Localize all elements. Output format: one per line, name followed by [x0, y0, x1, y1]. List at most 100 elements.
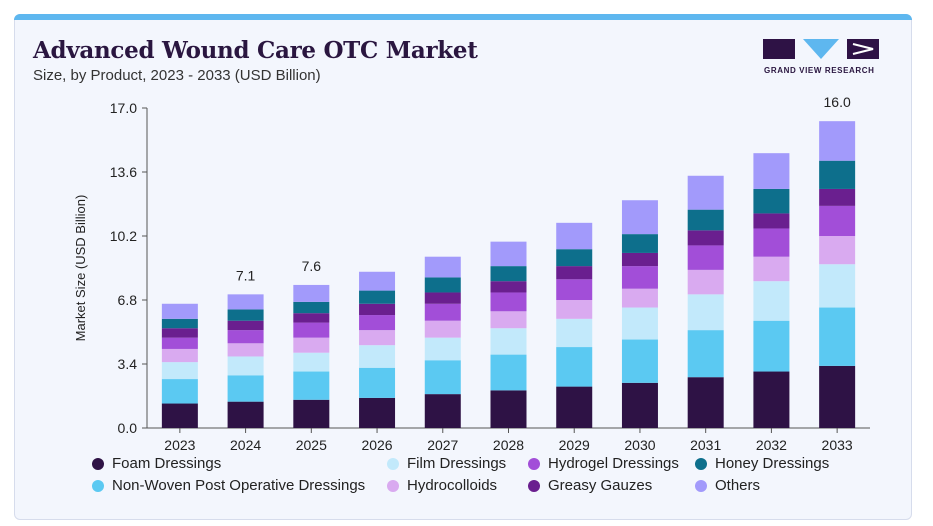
bar-segment — [621, 252, 658, 267]
bar-segment — [293, 284, 330, 302]
x-tick-label: 2024 — [230, 437, 261, 453]
bar-segment — [490, 241, 527, 267]
bar-segment — [753, 153, 790, 189]
bar-segment — [227, 401, 264, 428]
bar-segment — [753, 371, 790, 428]
bar-segment — [687, 330, 724, 378]
bar-segment — [293, 371, 330, 400]
chart-title: Advanced Wound Care OTC Market — [33, 37, 478, 64]
bar-segment — [227, 294, 264, 310]
bar-segment — [424, 303, 461, 321]
bar-segment — [161, 362, 198, 380]
bar-segment — [227, 375, 264, 402]
bar-segment — [359, 303, 396, 316]
logo-text: GRAND VIEW RESEARCH — [764, 66, 875, 75]
bar-segment — [687, 209, 724, 231]
bar-segment — [161, 318, 198, 329]
bar-segment — [556, 318, 593, 348]
bar-segment — [227, 343, 264, 357]
card-accent-bar — [14, 14, 912, 20]
bar-segment — [687, 175, 724, 210]
bar-segment — [490, 281, 527, 293]
y-tick-label: 6.8 — [118, 292, 138, 308]
bar-segment — [621, 200, 658, 235]
x-tick-label: 2031 — [690, 437, 721, 453]
bar-segment — [424, 292, 461, 304]
bar-segment — [293, 313, 330, 323]
bar-segment — [424, 320, 461, 338]
bar-segment — [227, 309, 264, 321]
bar-segment — [687, 245, 724, 270]
bar-segment — [359, 290, 396, 304]
bar-segment — [424, 256, 461, 278]
bar-segment — [424, 360, 461, 395]
bar-segment — [556, 386, 593, 428]
bar-segment — [227, 330, 264, 344]
x-tick-label: 2030 — [624, 437, 655, 453]
bar-segment — [819, 365, 856, 428]
bar-segment — [490, 311, 527, 329]
bar-segment — [359, 367, 396, 398]
bar-segment — [293, 322, 330, 338]
bar-segment — [293, 352, 330, 372]
grand-view-research-logo — [763, 39, 879, 59]
bar-segment — [161, 303, 198, 319]
bar-segment — [490, 292, 527, 312]
bar-segment — [490, 266, 527, 282]
bar-segment — [819, 264, 856, 308]
bar-segment — [819, 205, 856, 236]
bar-segment — [556, 347, 593, 387]
x-tick-label: 2025 — [296, 437, 327, 453]
y-tick-label: 3.4 — [118, 356, 138, 372]
y-tick-label: 0.0 — [118, 420, 138, 436]
bar-segment — [687, 230, 724, 246]
bar-segment — [621, 339, 658, 383]
bar-segment — [227, 356, 264, 376]
bar-segment — [687, 269, 724, 295]
bar-segment — [556, 266, 593, 280]
bar-segment — [819, 121, 856, 161]
bar-total-label: 7.6 — [302, 258, 322, 274]
x-tick-label: 2033 — [822, 437, 853, 453]
bar-segment — [359, 271, 396, 291]
bar-segment — [161, 337, 198, 349]
bar-segment — [621, 234, 658, 253]
y-axis-label: Market Size (USD Billion) — [73, 195, 88, 342]
bar-segment — [687, 294, 724, 331]
bar-total-label: 16.0 — [824, 94, 851, 110]
bar-segment — [161, 379, 198, 404]
bar-segment — [424, 277, 461, 293]
bar-segment — [753, 213, 790, 229]
bar-segment — [227, 320, 264, 331]
x-tick-label: 2023 — [164, 437, 195, 453]
x-tick-label: 2028 — [493, 437, 524, 453]
bar-segment — [819, 307, 856, 366]
bar-segment — [424, 394, 461, 428]
bar-segment — [621, 288, 658, 308]
bar-total-label: 7.1 — [236, 267, 256, 283]
bar-segment — [161, 348, 198, 363]
bar-segment — [753, 320, 790, 372]
bar-segment — [621, 307, 658, 340]
bar-segment — [556, 279, 593, 300]
x-tick-label: 2029 — [559, 437, 590, 453]
x-tick-label: 2032 — [756, 437, 787, 453]
bar-segment — [359, 345, 396, 368]
bar-segment — [556, 300, 593, 319]
bar-segment — [753, 228, 790, 257]
bar-segment — [359, 315, 396, 331]
bar-segment — [753, 281, 790, 321]
x-tick-label: 2027 — [427, 437, 458, 453]
bar-segment — [359, 330, 396, 346]
bar-segment — [490, 354, 527, 391]
bar-segment — [359, 397, 396, 428]
y-tick-label: 17.0 — [110, 100, 137, 116]
bar-segment — [621, 266, 658, 289]
bar-segment — [293, 399, 330, 428]
bar-segment — [753, 256, 790, 282]
bar-segment — [293, 337, 330, 353]
bar-segment — [621, 382, 658, 428]
bar-segment — [753, 188, 790, 214]
bar-segment — [424, 337, 461, 361]
bar-segment — [556, 222, 593, 250]
